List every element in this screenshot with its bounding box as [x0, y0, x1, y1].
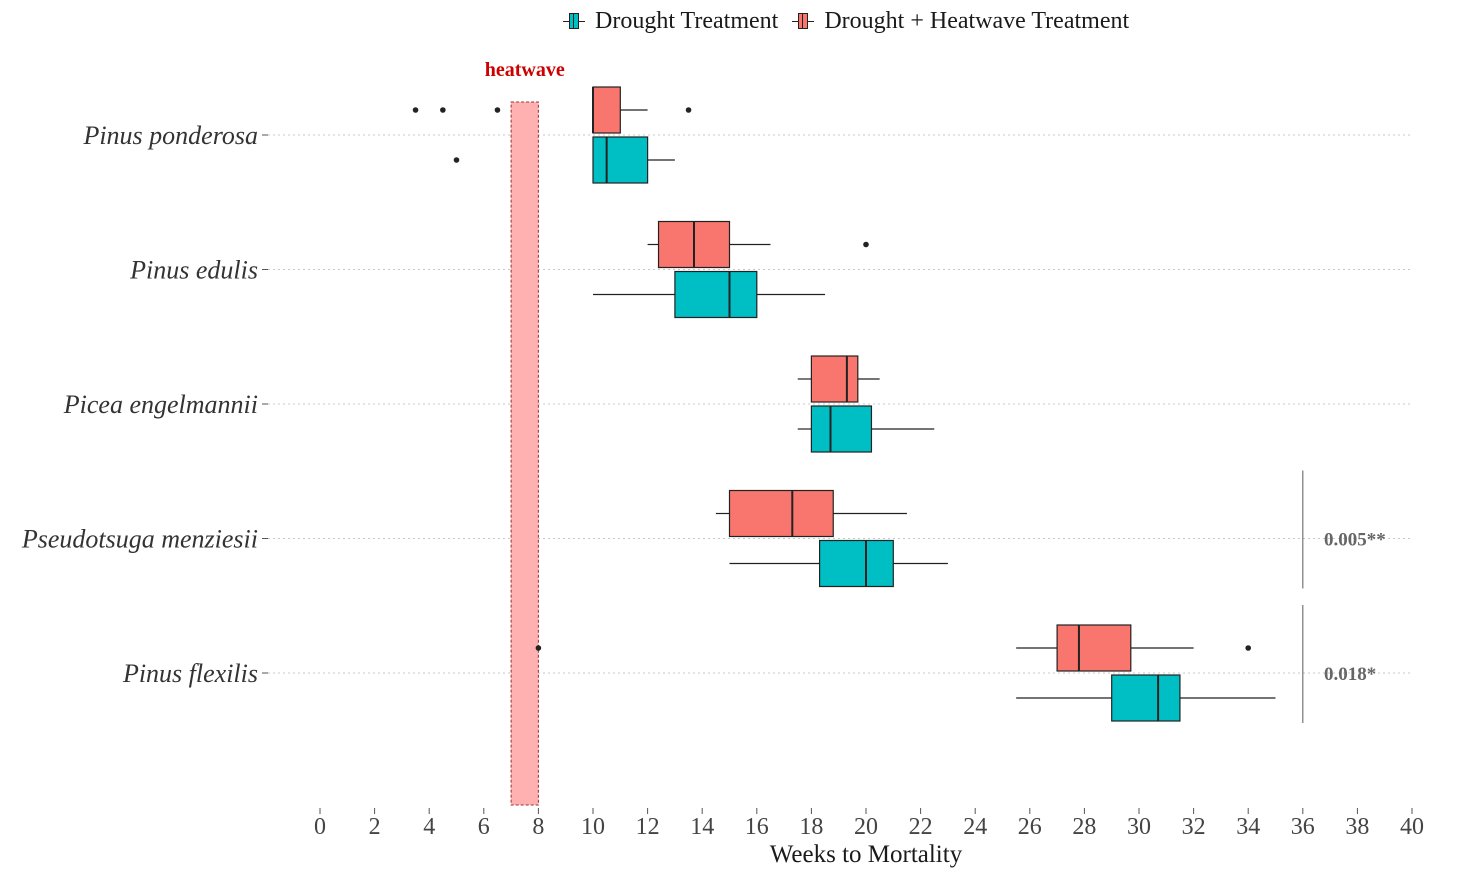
outlier-point	[535, 645, 542, 651]
x-tick-label: 6	[478, 814, 490, 840]
legend-item-drought-heatwave: Drought + Heatwave Treatment	[792, 8, 1129, 35]
category-label-pseudotsuga-menziesii: Pseudotsuga menziesii	[21, 525, 258, 554]
x-tick-label: 40	[1400, 814, 1424, 840]
box-drought-treatment-pinus-edulis	[674, 270, 758, 319]
x-tick-label: 32	[1182, 814, 1206, 840]
x-tick-label: 30	[1127, 814, 1151, 840]
category-label-pinus-ponderosa: Pinus ponderosa	[82, 121, 258, 150]
outlier-point	[412, 107, 419, 113]
category-label-picea-engelmannii: Picea engelmannii	[63, 390, 258, 419]
x-tick-label: 10	[581, 814, 605, 840]
category-label-pinus-flexilis: Pinus flexilis	[122, 659, 258, 688]
legend-label-drought: Drought Treatment	[595, 7, 779, 34]
box-drought-treatment-pinus-ponderosa	[592, 136, 649, 184]
x-tick-label: 22	[909, 814, 933, 840]
box-drought-treatment-pseudotsuga-menziesii	[818, 539, 894, 588]
x-tick-label: 8	[532, 814, 544, 840]
x-tick-label: 34	[1236, 814, 1260, 840]
box-drought-heatwave-treatment-picea-engelmannii	[810, 355, 859, 403]
legend: Drought Treatment Drought + Heatwave Tre…	[563, 4, 1143, 38]
x-tick-label: 0	[314, 814, 326, 840]
x-tick-label: 12	[636, 814, 660, 840]
heatwave-label: heatwave	[485, 59, 565, 81]
outlier-point	[453, 157, 460, 163]
x-tick-label: 18	[799, 814, 823, 840]
outlier-point	[863, 241, 869, 248]
x-tick-label: 24	[963, 814, 987, 840]
x-tick-label: 26	[1018, 814, 1042, 840]
box-drought-heatwave-treatment-pinus-flexilis	[1056, 624, 1132, 672]
x-tick-label: 38	[1345, 814, 1369, 840]
outlier-point	[1245, 645, 1251, 651]
legend-key-drought-heatwave	[792, 10, 815, 32]
box-drought-heatwave-treatment-pseudotsuga-menziesii	[728, 489, 834, 538]
box-drought-heatwave-treatment-pinus-ponderosa	[592, 86, 621, 134]
outlier-point	[494, 107, 501, 113]
outlier-point	[440, 107, 446, 113]
box-drought-treatment-pinus-flexilis	[1111, 674, 1181, 722]
significance-label-pseudotsuga-menziesii: 0.005**	[1324, 530, 1386, 551]
legend-label-drought-heatwave: Drought + Heatwave Treatment	[824, 7, 1130, 34]
heatwave-band	[510, 101, 539, 806]
x-tick-label: 20	[854, 814, 878, 840]
legend-item-drought: Drought Treatment	[563, 8, 778, 35]
x-tick-label: 4	[423, 814, 435, 840]
category-label-pinus-edulis: Pinus edulis	[129, 256, 258, 285]
x-tick-label: 14	[690, 814, 714, 840]
x-axis-title: Weeks to Mortality	[770, 841, 963, 868]
significance-label-pinus-flexilis: 0.018*	[1324, 664, 1376, 685]
legend-key-drought	[563, 10, 585, 32]
x-tick-label: 16	[745, 814, 769, 840]
x-tick-label: 2	[369, 814, 381, 840]
x-tick-label: 36	[1291, 814, 1315, 840]
box-drought-treatment-picea-engelmannii	[810, 405, 873, 453]
x-tick-label: 28	[1072, 814, 1096, 840]
outlier-point	[685, 107, 692, 113]
